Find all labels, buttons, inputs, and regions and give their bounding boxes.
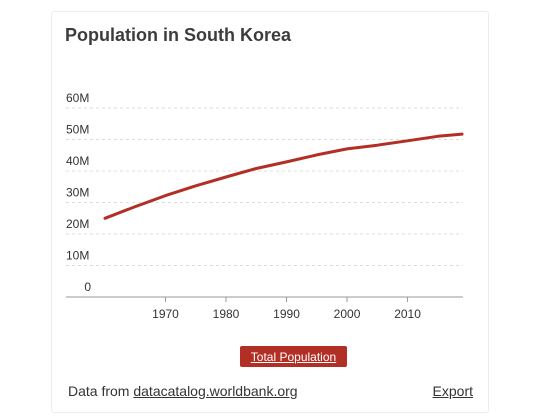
x-tick-label: 1970	[152, 307, 179, 321]
legend-total-population-button[interactable]: Total Population	[240, 346, 347, 367]
x-tick-label: 2000	[334, 307, 361, 321]
y-tick-label: 30M	[66, 186, 89, 200]
y-tick-label: 60M	[66, 91, 89, 105]
grid-lines	[66, 107, 463, 266]
series-line-total-population	[103, 132, 464, 220]
y-tick-label: 50M	[66, 123, 89, 137]
x-tick-label: 2010	[394, 307, 421, 321]
y-tick-label: 20M	[66, 217, 89, 231]
y-tick-label: 0	[84, 280, 91, 294]
y-tick-label: 40M	[66, 154, 89, 168]
x-tick-label: 1990	[273, 307, 300, 321]
export-link[interactable]: Export	[432, 383, 473, 399]
chart-title: Population in South Korea	[65, 25, 291, 45]
source-prefix: Data from	[68, 383, 130, 399]
x-axis-ticks: 1970 1980 1990 2000 2010	[152, 297, 421, 321]
series-lines	[103, 132, 464, 220]
x-tick-label: 1980	[213, 307, 240, 321]
source-link[interactable]: datacatalog.worldbank.org	[133, 383, 298, 399]
data-source: Data from datacatalog.worldbank.org	[68, 383, 298, 399]
y-tick-label: 10M	[66, 249, 89, 263]
y-axis-ticks: 0 10M 20M 30M 40M 50M 60M	[66, 91, 91, 294]
